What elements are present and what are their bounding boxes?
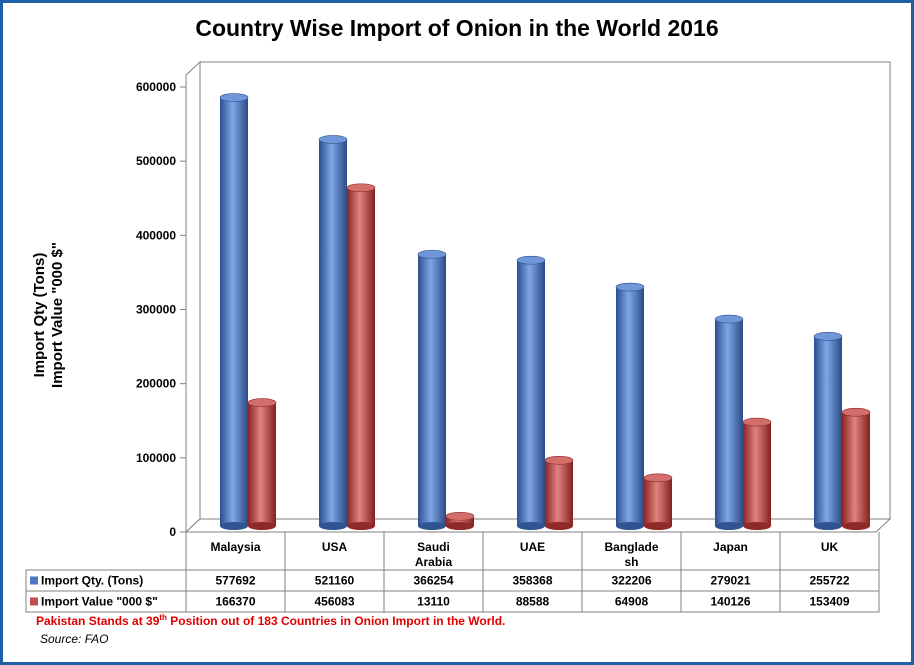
y-tick-label: 500000 [136,154,176,168]
table-value: 521160 [315,574,355,588]
y-axis-label-line2: Import Value "000 $" [49,242,66,388]
table-value: 358368 [512,574,552,588]
y-axis: 0 100000 200000 300000 400000 500000 600000 [136,80,186,539]
table-value: 166370 [215,595,255,609]
table-value: 456083 [314,595,354,609]
category-label: Japan [713,540,748,554]
y-tick-label: 200000 [136,377,176,391]
category-label: Banglade [604,540,658,554]
y-tick-label: 100000 [136,451,176,465]
category-label: UAE [520,540,545,554]
legend-swatch-value [30,597,38,606]
category-label: Malaysia [210,540,260,554]
bar-import-qty [516,255,546,530]
table-value: 279021 [710,574,750,588]
table-value: 255722 [809,574,849,588]
table-value: 322206 [611,574,651,588]
bar-import-value [742,417,772,530]
legend-label: Import Qty. (Tons) [41,574,143,588]
chart-title: Country Wise Import of Onion in the Worl… [195,15,718,41]
table-value: 140126 [710,595,750,609]
legend-label: Import Value "000 $" [41,595,158,609]
y-tick-label: 300000 [136,303,176,317]
bar-import-value [643,473,673,530]
category-label: USA [322,540,348,554]
table-value: 153409 [809,595,849,609]
bar-import-qty [714,314,744,530]
bar-import-qty [417,250,447,530]
y-tick-label: 0 [169,525,176,539]
bars [219,93,871,530]
table-value: 577692 [215,574,255,588]
table-value: 366254 [413,574,453,588]
bar-import-qty [219,93,249,530]
bar-import-value [445,511,475,530]
category-label: Saudi [417,540,450,554]
y-axis-label-line1: Import Qty (Tons) [31,253,48,378]
table-value: 88588 [516,595,550,609]
bar-import-qty [318,135,348,530]
y-tick-label: 600000 [136,80,176,94]
bar-import-qty [813,332,843,530]
table-value: 13110 [417,595,450,609]
bar-import-value [346,183,376,530]
category-label: UK [821,540,839,554]
source-note: Source: FAO [40,632,109,646]
footnote: Pakistan Stands at 39th Position out of … [36,613,506,628]
category-label: sh [624,555,638,569]
bar-import-value [247,398,277,530]
legend-swatch-qty [30,576,38,585]
y-tick-label: 400000 [136,228,176,242]
table-value: 64908 [615,595,649,609]
category-label: Arabia [415,555,453,569]
bar-import-qty [615,282,645,530]
bar-import-value [841,407,871,530]
bar-import-value [544,455,574,530]
